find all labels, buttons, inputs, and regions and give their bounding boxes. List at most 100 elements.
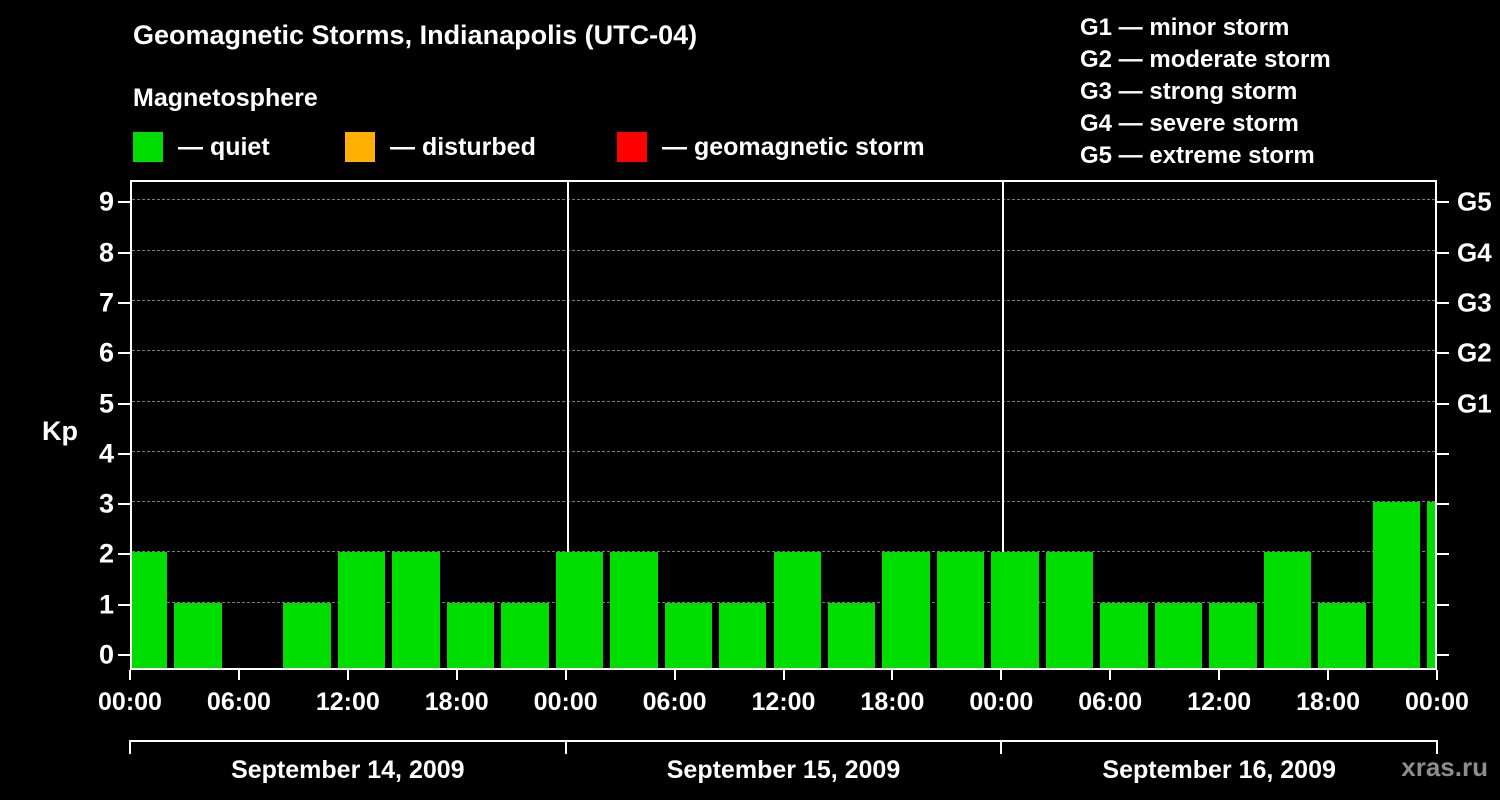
y-tick-label: 4 — [98, 438, 114, 469]
g-scale-legend-g1: G1 — minor storm — [1080, 14, 1290, 41]
x-tick-label: 12:00 — [315, 688, 380, 716]
x-axis-tick — [129, 670, 131, 680]
kp-bar — [936, 552, 985, 668]
chart-title: Geomagnetic Storms, Indianapolis (UTC-04… — [133, 20, 698, 50]
y-tick-label: 7 — [98, 287, 114, 318]
kp-bar — [1154, 602, 1203, 668]
x-tick-label: 12:00 — [1187, 688, 1252, 716]
kp-bar — [882, 552, 930, 668]
day-boundary-line — [1002, 182, 1005, 668]
kp-bar — [446, 602, 495, 668]
y-axis-tick-right — [1437, 452, 1449, 455]
x-tick-label: 06:00 — [206, 688, 271, 716]
kp-bar — [132, 552, 168, 668]
date-axis-tick — [1436, 740, 1438, 754]
watermark: xras.ru — [1401, 752, 1488, 782]
x-tick-label: 18:00 — [424, 688, 489, 716]
chart-subtitle-magnetosphere: Magnetosphere — [133, 84, 318, 112]
y-axis-tick-right — [1437, 251, 1449, 254]
g-scale-legend-g5: G5 — extreme storm — [1080, 142, 1315, 169]
kp-gridline — [132, 501, 1435, 503]
x-axis-tick — [1109, 670, 1112, 680]
kp-bar — [283, 602, 331, 668]
x-axis-tick — [455, 670, 458, 680]
kp-bar — [1372, 502, 1420, 668]
date-label: September 16, 2009 — [1102, 756, 1336, 784]
y-tick-label: 8 — [98, 237, 114, 268]
y-tick-label: 2 — [98, 538, 114, 569]
x-axis-tick — [673, 670, 676, 680]
kp-gridline — [132, 400, 1435, 402]
y-axis-tick-right — [1437, 654, 1449, 656]
y-axis-title: Kp — [42, 416, 78, 446]
kp-bar — [773, 552, 821, 668]
kp-bar — [1263, 552, 1312, 668]
x-axis-tick — [891, 670, 894, 680]
date-label: September 14, 2009 — [231, 756, 465, 784]
plot-area — [130, 180, 1437, 670]
kp-bar — [827, 602, 876, 668]
kp-bar — [1100, 602, 1148, 668]
y-tick-label: 3 — [98, 488, 114, 519]
kp-bar — [610, 552, 658, 668]
kp-bar — [174, 602, 222, 668]
legend-item-quiet: — quiet — [133, 132, 270, 162]
y-axis-tick-left — [118, 301, 130, 304]
kp-bar — [1209, 602, 1257, 668]
y-tick-label: 6 — [98, 337, 114, 368]
y-axis-tick-left — [118, 553, 130, 556]
y-axis-tick-left — [118, 503, 130, 506]
legend-item-storm: — geomagnetic storm — [617, 132, 925, 162]
g-scale-legend-g2: G2 — moderate storm — [1080, 46, 1331, 73]
y-axis-tick-left — [118, 352, 130, 355]
x-tick-label: 06:00 — [1078, 688, 1143, 716]
kp-gridline — [132, 199, 1435, 201]
kp-gridline — [132, 551, 1435, 553]
kp-bar — [1318, 602, 1366, 668]
g-level-label: G3 — [1457, 287, 1492, 318]
x-tick-label: 06:00 — [642, 688, 707, 716]
y-axis-tick-right — [1437, 503, 1449, 506]
x-tick-label: 12:00 — [751, 688, 816, 716]
kp-bar — [1045, 552, 1094, 668]
x-axis-tick — [346, 670, 349, 680]
x-axis-tick — [1436, 670, 1438, 680]
x-tick-label: 18:00 — [1296, 688, 1361, 716]
date-axis-tick — [1000, 740, 1003, 754]
kp-bar — [991, 552, 1039, 668]
y-axis-tick-right — [1437, 603, 1449, 606]
g-level-label: G1 — [1457, 388, 1492, 418]
x-axis-tick — [237, 670, 240, 680]
x-tick-label: 00:00 — [1405, 688, 1469, 716]
kp-gridline — [132, 249, 1435, 251]
y-axis-tick-left — [118, 452, 130, 455]
legend-label-quiet: — quiet — [178, 132, 270, 161]
kp-bar — [501, 602, 549, 668]
date-label: September 15, 2009 — [666, 756, 901, 784]
date-axis-line — [130, 740, 1437, 742]
y-axis-tick-right — [1437, 301, 1449, 304]
x-axis-tick — [782, 670, 785, 680]
y-axis-tick-left — [118, 603, 130, 606]
day-boundary-line — [566, 182, 569, 668]
g-level-label: G2 — [1457, 337, 1492, 368]
legend-label-disturbed: — disturbed — [390, 132, 536, 161]
date-axis-tick — [564, 740, 567, 754]
kp-gridline — [132, 299, 1435, 301]
kp-gridline — [132, 350, 1435, 352]
kp-bar — [337, 552, 386, 668]
y-axis-tick-left — [118, 251, 130, 254]
x-axis-tick — [1000, 670, 1003, 680]
x-tick-label: 00:00 — [533, 688, 598, 716]
kp-bar — [555, 552, 604, 668]
x-tick-label: 00:00 — [969, 688, 1034, 716]
y-axis-tick-left — [118, 201, 130, 204]
y-tick-label: 9 — [98, 186, 114, 217]
g-level-label: G5 — [1457, 186, 1492, 217]
storm-color-swatch — [617, 132, 647, 162]
date-axis-tick — [129, 740, 131, 754]
y-axis-tick-right — [1437, 352, 1449, 355]
g-scale-legend-g3: G3 — strong storm — [1080, 78, 1298, 105]
y-axis-tick-right — [1437, 402, 1449, 405]
